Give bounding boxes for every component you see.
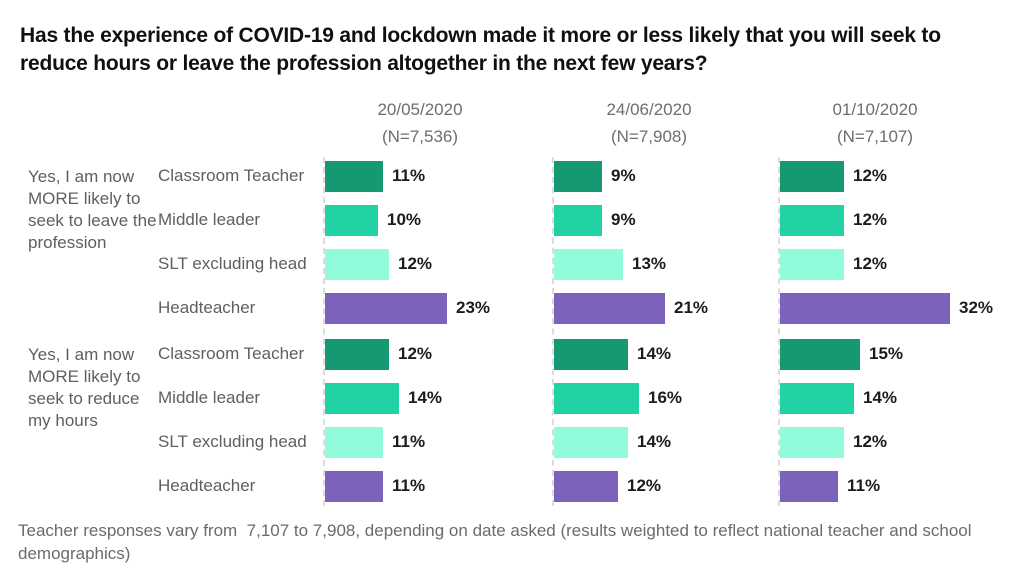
bar-value-label: 12% [853, 432, 888, 451]
bar [325, 161, 383, 192]
bar-value-label: 23% [456, 298, 491, 317]
row-label: Headteacher [158, 476, 256, 495]
bar-value-label: 12% [853, 210, 888, 229]
row-label: Middle leader [158, 388, 261, 407]
column-sample-size: (N=7,107) [836, 127, 914, 146]
bar [325, 471, 383, 502]
bar-value-label: 13% [632, 254, 667, 273]
bar [780, 161, 844, 192]
bar [554, 293, 665, 324]
bar [325, 427, 383, 458]
bar-value-label: 15% [869, 344, 904, 363]
bar-value-label: 12% [853, 254, 888, 273]
bar [780, 249, 844, 280]
bar-value-label: 9% [611, 210, 636, 229]
bar-value-label: 12% [398, 344, 433, 363]
bar [554, 427, 628, 458]
column-baseline-dashed-line [778, 157, 780, 506]
bar [780, 427, 844, 458]
row-label: Classroom Teacher [158, 344, 305, 363]
column-sample-size: (N=7,536) [381, 127, 459, 146]
chart-title: Has the experience of COVID-19 and lockd… [20, 24, 941, 76]
column-sample-size: (N=7,908) [610, 127, 688, 146]
row-label: Middle leader [158, 210, 261, 229]
bar-value-label: 14% [637, 344, 672, 363]
bar-value-label: 32% [959, 298, 994, 317]
column-baseline-dashed-line [323, 157, 325, 506]
bar-value-label: 9% [611, 166, 636, 185]
bar [325, 383, 399, 414]
bar-value-label: 11% [392, 166, 426, 185]
bar [554, 339, 628, 370]
bar [780, 339, 860, 370]
bar-value-label: 14% [408, 388, 443, 407]
bar [325, 293, 447, 324]
bar-value-label: 10% [387, 210, 422, 229]
bar [780, 205, 844, 236]
bar-value-label: 12% [398, 254, 433, 273]
bar-value-label: 16% [648, 388, 683, 407]
bar-value-label: 12% [853, 166, 888, 185]
bar [780, 293, 950, 324]
bar-value-label: 11% [847, 476, 881, 495]
bar [325, 339, 389, 370]
bar-value-label: 14% [863, 388, 898, 407]
bar [325, 249, 389, 280]
bar-value-label: 11% [392, 476, 426, 495]
bar [554, 249, 623, 280]
bar-value-label: 12% [627, 476, 662, 495]
bar [554, 471, 618, 502]
chart-footnote: Teacher responses vary from 7,107 to 7,9… [18, 521, 977, 563]
bar [780, 471, 838, 502]
column-date-header: 24/06/2020 [606, 100, 692, 119]
column-date-header: 20/05/2020 [377, 100, 463, 119]
bar [325, 205, 378, 236]
row-label: SLT excluding head [158, 432, 307, 451]
row-label: SLT excluding head [158, 254, 307, 273]
group-label: Yes, I am now MORE likely to seek to lea… [28, 167, 157, 252]
column-baseline-dashed-line [552, 157, 554, 506]
bar [554, 161, 602, 192]
bar-value-label: 21% [674, 298, 709, 317]
bar-value-label: 14% [637, 432, 672, 451]
row-label: Classroom Teacher [158, 166, 305, 185]
bar [780, 383, 854, 414]
row-label: Headteacher [158, 298, 256, 317]
group-label: Yes, I am now MORE likely to seek to red… [28, 345, 141, 430]
bar [554, 383, 639, 414]
column-date-header: 01/10/2020 [832, 100, 918, 119]
bar [554, 205, 602, 236]
bar-value-label: 11% [392, 432, 426, 451]
